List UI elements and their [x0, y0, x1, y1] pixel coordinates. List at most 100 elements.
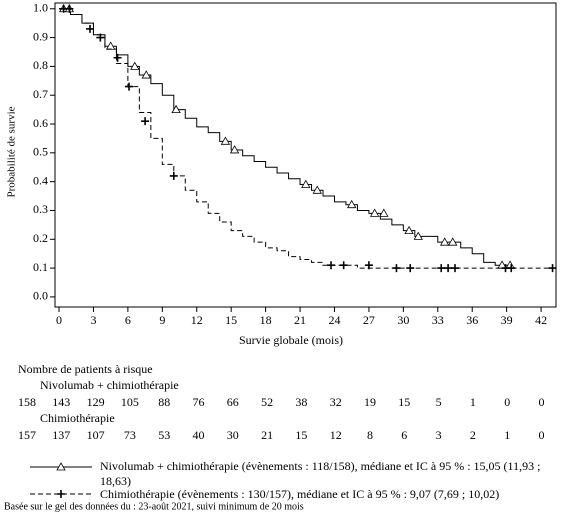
y-tick-label: 0.5 [33, 145, 48, 159]
risk-count: 158 [18, 395, 36, 409]
risk-title: Nombre de patients à risque [18, 362, 153, 376]
censor-mark [364, 261, 373, 270]
legend-text: Nivolumab + chimiothérapie (évènements :… [100, 459, 541, 488]
y-axis-title: Probabilité de survie [6, 106, 18, 197]
risk-count: 8 [367, 428, 373, 442]
censor-mark [125, 82, 134, 91]
censor-mark [301, 179, 311, 188]
censor-mark [404, 225, 414, 235]
risk-count: 0 [539, 395, 545, 409]
censor-mark [169, 171, 178, 180]
censor-mark [437, 264, 446, 273]
risk-count: 30 [227, 428, 239, 442]
censor-mark [439, 237, 450, 246]
y-tick-label: 0.2 [33, 231, 48, 245]
censor-mark [450, 264, 459, 273]
censor-mark [86, 24, 95, 33]
risk-count: 73 [124, 428, 136, 442]
x-tick-label: 18 [260, 313, 272, 327]
risk-count: 66 [227, 395, 239, 409]
censor-mark [171, 104, 181, 114]
risk-count: 88 [158, 395, 170, 409]
x-tick-label: 27 [363, 313, 375, 327]
x-tick-label: 0 [56, 313, 62, 327]
x-tick-label: 24 [328, 313, 340, 327]
y-tick-label: 0.7 [33, 87, 48, 101]
risk-count: 1 [504, 428, 510, 442]
y-tick-label: 0.1 [33, 260, 48, 274]
x-tick-label: 33 [432, 313, 444, 327]
y-tick-label: 0.0 [33, 289, 48, 303]
x-tick-label: 36 [466, 313, 478, 327]
x-tick-label: 15 [225, 313, 237, 327]
risk-group: Nivolumab + chimiothérapie [40, 378, 179, 392]
risk-count: 6 [401, 428, 407, 442]
risk-count: 32 [330, 395, 342, 409]
x-tick-label: 21 [294, 313, 306, 327]
censor-mark [548, 264, 557, 273]
risk-count: 1 [470, 395, 476, 409]
x-tick-label: 9 [159, 313, 165, 327]
y-tick-label: 0.3 [33, 202, 48, 216]
risk-count: 0 [539, 428, 545, 442]
risk-count: 52 [261, 395, 273, 409]
censor-mark [406, 264, 415, 273]
censor-mark [507, 264, 516, 273]
y-tick-label: 0.4 [33, 173, 48, 187]
censor-mark [379, 208, 389, 217]
censor-mark [96, 33, 105, 42]
risk-count: 105 [121, 395, 139, 409]
risk-count: 53 [158, 428, 170, 442]
risk-count: 129 [87, 395, 105, 409]
censor-mark [141, 117, 150, 126]
censor-mark [229, 145, 240, 154]
x-tick-label: 30 [397, 313, 409, 327]
y-tick-label: 0.9 [33, 29, 48, 43]
risk-count: 40 [193, 428, 205, 442]
y-tick-label: 1.0 [33, 1, 48, 15]
y-tick-label: 0.6 [33, 116, 48, 130]
x-tick-label: 39 [501, 313, 513, 327]
x-tick-label: 6 [125, 313, 131, 327]
risk-count: 15 [295, 428, 307, 442]
censor-mark [347, 199, 357, 209]
censor-mark [413, 231, 423, 240]
censor-mark [392, 264, 401, 273]
risk-group: Chimiothérapie [40, 411, 115, 425]
censor-mark [312, 185, 322, 194]
risk-count: 12 [330, 428, 342, 442]
risk-count: 76 [193, 395, 205, 409]
footnote: Basée sur le gel des données du : 23-aoû… [4, 501, 304, 512]
risk-count: 157 [18, 428, 36, 442]
legend-symbol [57, 490, 65, 498]
x-axis-title: Survie globale (mois) [239, 333, 343, 347]
risk-count: 107 [87, 428, 105, 442]
risk-count: 21 [261, 428, 273, 442]
risk-count: 5 [436, 395, 442, 409]
censor-mark [220, 136, 231, 145]
legend-text: Chimiothérapie (évènements : 130/157), m… [100, 487, 500, 501]
x-tick-label: 42 [535, 313, 547, 327]
legend-symbol [56, 462, 66, 471]
plot-frame [54, 2, 557, 308]
risk-count: 2 [470, 428, 476, 442]
x-tick-label: 12 [191, 313, 203, 327]
risk-count: 38 [295, 395, 307, 409]
censor-mark [444, 264, 453, 273]
risk-count: 137 [52, 428, 70, 442]
survival-curve [59, 8, 513, 266]
risk-count: 143 [52, 395, 70, 409]
censor-mark [339, 261, 348, 270]
censor-mark [448, 237, 458, 246]
censor-mark [369, 208, 380, 217]
risk-count: 15 [398, 395, 410, 409]
censor-mark [113, 53, 122, 62]
censor-mark [130, 61, 140, 70]
censor-mark [141, 70, 151, 79]
risk-count: 0 [504, 395, 510, 409]
x-tick-label: 3 [90, 313, 96, 327]
censor-mark [327, 261, 336, 270]
y-tick-label: 0.8 [33, 58, 48, 72]
